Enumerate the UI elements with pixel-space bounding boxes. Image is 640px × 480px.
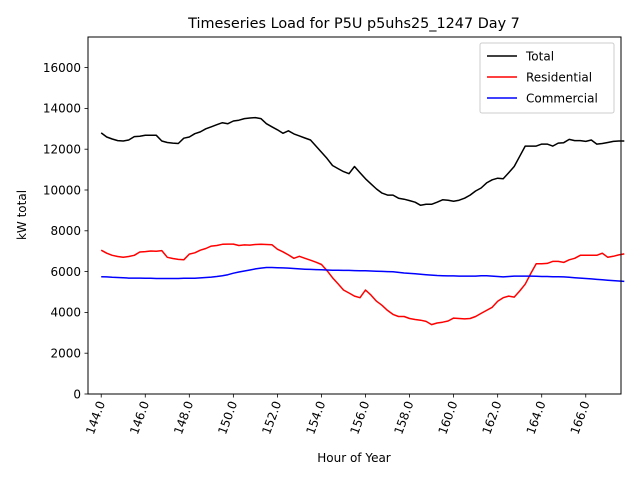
legend-label-commercial: Commercial [526, 92, 598, 106]
chart-title: Timeseries Load for P5U p5uhs25_1247 Day… [187, 16, 520, 32]
y-axis-label: kW total [15, 190, 29, 240]
y-axis: 0 2000 4000 6000 8000 10000 12000 14000 16000 [43, 61, 88, 401]
series-line-total [100, 116, 625, 207]
y-tick-label: 0 [73, 387, 81, 401]
x-axis-label: Hour of Year [317, 451, 391, 465]
y-tick-label: 14000 [43, 102, 81, 116]
y-tick-label: 4000 [50, 306, 81, 320]
y-tick-label: 10000 [43, 183, 81, 197]
series-layer [100, 116, 625, 326]
y-tick-label: 6000 [50, 265, 81, 279]
legend: Total Residential Commercial [479, 42, 615, 114]
series-line-residential [100, 243, 625, 326]
plot-frame [87, 36, 622, 395]
legend-label-residential: Residential [526, 71, 592, 85]
y-tick-label: 12000 [43, 143, 81, 157]
y-tick-label: 16000 [43, 61, 81, 75]
legend-label-total: Total [525, 50, 554, 64]
series-line-commercial [101, 266, 625, 283]
y-tick-label: 8000 [50, 224, 81, 238]
y-tick-label: 2000 [50, 347, 81, 361]
legend-box [479, 42, 615, 114]
